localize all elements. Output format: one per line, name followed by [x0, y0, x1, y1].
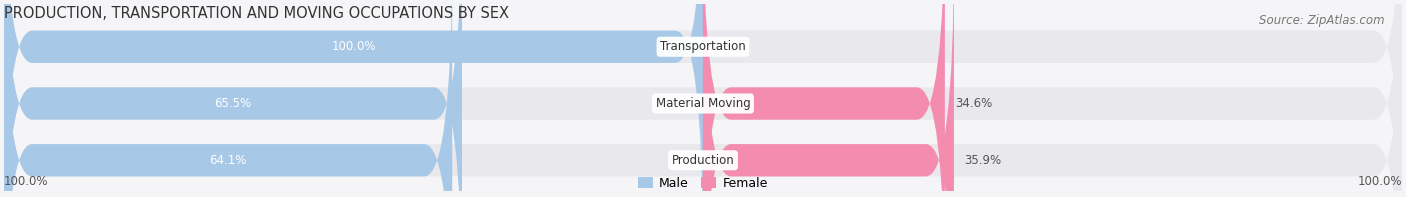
Text: 64.1%: 64.1% [209, 154, 247, 167]
FancyBboxPatch shape [4, 0, 1402, 197]
FancyBboxPatch shape [4, 0, 703, 197]
FancyBboxPatch shape [703, 0, 945, 197]
FancyBboxPatch shape [703, 0, 953, 197]
Text: Production: Production [672, 154, 734, 167]
Text: 34.6%: 34.6% [955, 97, 993, 110]
Text: Transportation: Transportation [661, 40, 745, 53]
Text: PRODUCTION, TRANSPORTATION AND MOVING OCCUPATIONS BY SEX: PRODUCTION, TRANSPORTATION AND MOVING OC… [4, 6, 509, 21]
Text: 100.0%: 100.0% [4, 175, 49, 188]
FancyBboxPatch shape [4, 0, 463, 197]
Legend: Male, Female: Male, Female [633, 172, 773, 195]
Text: 100.0%: 100.0% [1357, 175, 1402, 188]
Text: 35.9%: 35.9% [965, 154, 1001, 167]
Text: 65.5%: 65.5% [215, 97, 252, 110]
FancyBboxPatch shape [4, 0, 1402, 197]
Text: Source: ZipAtlas.com: Source: ZipAtlas.com [1260, 14, 1385, 27]
FancyBboxPatch shape [4, 0, 453, 197]
FancyBboxPatch shape [4, 0, 1402, 197]
Text: 100.0%: 100.0% [332, 40, 375, 53]
Text: Material Moving: Material Moving [655, 97, 751, 110]
